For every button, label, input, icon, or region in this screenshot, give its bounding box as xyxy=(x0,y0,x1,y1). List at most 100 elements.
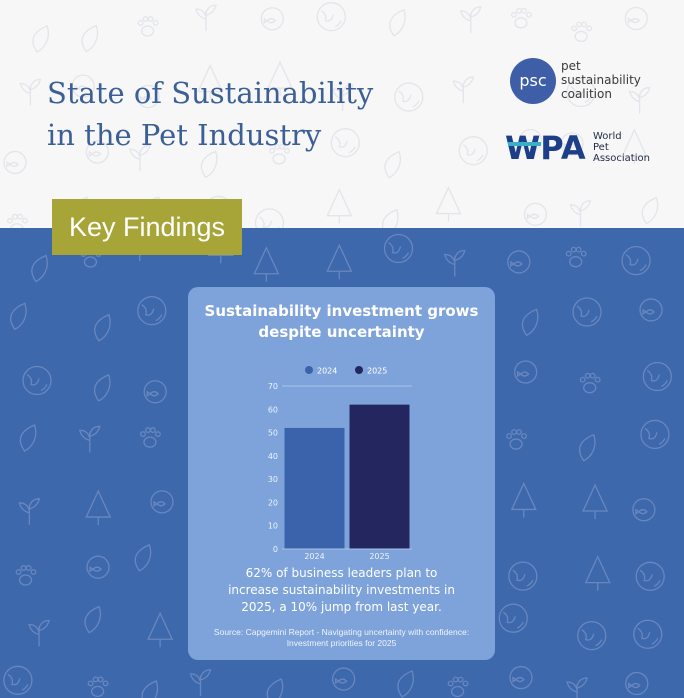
plant-icon xyxy=(129,144,151,172)
psc-name-line: coalition xyxy=(561,87,612,101)
paw-pad xyxy=(583,382,597,394)
legend-label-2024: 2024 xyxy=(317,367,337,376)
paw-toe xyxy=(7,217,13,224)
paw-pad xyxy=(509,438,523,450)
globe-icon xyxy=(635,561,665,591)
fish-bowl-icon xyxy=(85,140,110,164)
paw-pad xyxy=(18,574,33,586)
paw-pad xyxy=(272,153,286,165)
globe-outline xyxy=(458,136,488,166)
paw-toe xyxy=(22,217,28,224)
paw-toe xyxy=(521,433,527,440)
globe-land xyxy=(646,369,668,388)
tree-shape xyxy=(510,481,537,518)
globe-outline xyxy=(137,296,167,326)
tree-shape xyxy=(582,483,609,520)
y-tick-label: 70 xyxy=(268,382,278,391)
tree-icon xyxy=(582,483,609,520)
tree-icon xyxy=(253,246,280,282)
globe-land xyxy=(512,569,534,587)
globe-icon xyxy=(642,361,672,392)
fish-shape xyxy=(74,84,88,92)
plant-icon xyxy=(18,498,41,525)
paw-toe xyxy=(284,147,291,154)
tree-icon xyxy=(584,555,611,591)
leaf-shape xyxy=(397,670,414,698)
globe-icon xyxy=(633,619,663,649)
bowl-shape xyxy=(632,498,656,522)
psc-name-line: pet xyxy=(561,59,581,73)
fish-shape xyxy=(635,508,648,515)
tree-shape xyxy=(197,64,224,100)
paw-toe xyxy=(30,569,37,575)
leaf-icon xyxy=(579,433,596,462)
leaf-shape xyxy=(579,433,596,462)
fish-shape xyxy=(628,682,641,689)
paw-toe xyxy=(92,676,99,683)
paw-icon xyxy=(269,143,291,165)
globe-outline xyxy=(394,82,424,112)
tree-icon xyxy=(326,188,353,224)
tree-icon xyxy=(267,60,294,97)
paw-toe xyxy=(515,7,522,14)
globe-land xyxy=(398,90,420,108)
plant-shape xyxy=(189,669,212,696)
bowl-shape xyxy=(85,140,110,164)
leaf-shape xyxy=(200,150,218,179)
leaf-shape xyxy=(84,605,102,634)
y-tick-label: 40 xyxy=(268,452,278,461)
paw-pad xyxy=(450,685,465,698)
paw-toe xyxy=(525,11,532,18)
plant-shape xyxy=(18,498,41,525)
tree-shape xyxy=(326,243,353,280)
paw-toe xyxy=(137,20,144,26)
paw-toe xyxy=(511,429,517,436)
globe-outline xyxy=(621,245,651,276)
globe-land xyxy=(639,569,661,587)
globe-land xyxy=(576,305,598,323)
globe-outline xyxy=(635,561,665,591)
plant-icon xyxy=(628,86,651,114)
fish-shape xyxy=(526,213,540,220)
paw-pad xyxy=(10,223,24,228)
bowl-shape xyxy=(3,150,27,175)
paw-pad xyxy=(83,256,98,268)
globe-land xyxy=(570,85,592,104)
bowl-shape xyxy=(509,665,533,690)
plant-shape xyxy=(195,4,217,32)
chart-summary: 62% of business leaders plan to increase… xyxy=(208,565,475,616)
bowl-shape xyxy=(639,298,663,322)
plant-icon xyxy=(19,78,42,106)
title-line-1: State of Sustainability xyxy=(47,76,374,110)
leaf-shape xyxy=(141,680,159,698)
globe-icon xyxy=(577,621,607,651)
leaf-icon xyxy=(397,670,414,698)
fish-shape xyxy=(139,95,153,102)
globe-land xyxy=(502,611,524,629)
fish-bowl-icon xyxy=(523,202,548,226)
globe-icon xyxy=(383,233,414,264)
paw-toe xyxy=(516,429,522,436)
plant-icon xyxy=(443,249,466,277)
paw-toe xyxy=(580,250,587,257)
bowl-shape xyxy=(523,202,548,226)
paw-toe xyxy=(25,565,32,571)
leaf-shape xyxy=(381,208,399,228)
paw-icon xyxy=(510,7,532,29)
globe-icon xyxy=(621,245,651,276)
leaf-icon xyxy=(32,25,50,53)
wpa-name-line: Pet xyxy=(593,142,609,153)
paw-pad xyxy=(140,25,155,37)
paw-pad xyxy=(569,256,583,268)
globe-land xyxy=(637,627,659,645)
plant-shape xyxy=(566,677,588,698)
leaf-icon xyxy=(19,424,37,452)
paw-toe xyxy=(17,213,23,220)
fish-bowl-icon xyxy=(260,7,284,31)
leaf-icon xyxy=(266,678,284,698)
fish-shape xyxy=(512,676,525,683)
fish-bowl-icon xyxy=(507,250,531,274)
fish-shape xyxy=(263,17,277,24)
key-findings-tag: Key Findings xyxy=(52,199,242,255)
paw-toe xyxy=(462,680,469,687)
